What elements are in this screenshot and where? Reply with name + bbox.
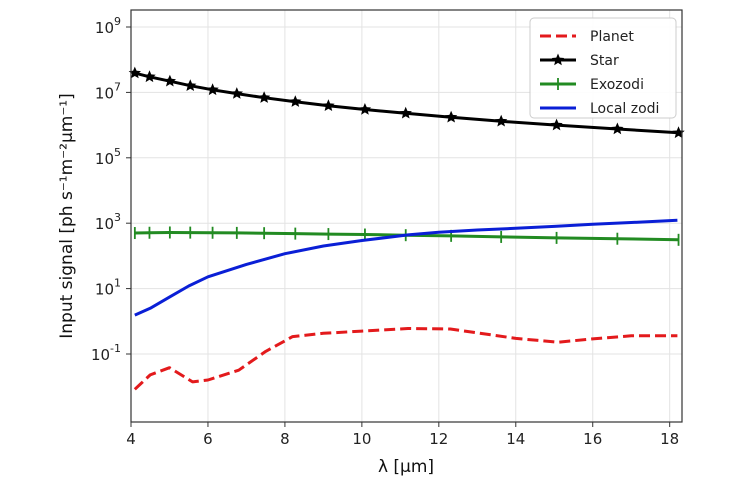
legend-label: Local zodi xyxy=(590,101,659,117)
x-tick-label: 16 xyxy=(583,430,602,448)
x-tick-label: 10 xyxy=(352,430,371,448)
star-marker xyxy=(322,99,335,111)
y-tick-base: 10 xyxy=(91,346,110,364)
star-marker xyxy=(163,74,176,87)
series-line xyxy=(134,231,679,242)
star-marker xyxy=(445,110,458,123)
star-marker xyxy=(399,106,412,119)
y-tick-exponent: 1 xyxy=(114,277,121,290)
star-marker xyxy=(128,66,141,79)
star-marker xyxy=(495,114,508,127)
legend-label: Exozodi xyxy=(590,77,644,93)
series-planet xyxy=(133,327,678,391)
star-marker xyxy=(289,95,302,107)
plot-frame xyxy=(130,9,683,423)
x-tick-label: 14 xyxy=(506,430,525,448)
star-marker xyxy=(258,91,271,103)
x-tick-label: 4 xyxy=(126,430,136,448)
y-tick-base: 10 xyxy=(95,19,114,37)
y-tick-label: 103 xyxy=(95,211,121,233)
series-star xyxy=(128,66,685,139)
star-marker xyxy=(184,79,197,91)
x-axis-label: λ [μm] xyxy=(378,457,434,477)
star-marker xyxy=(206,83,219,96)
star-marker xyxy=(143,70,156,83)
y-axis-label: Input signal [ph s⁻¹m⁻²μm⁻¹] xyxy=(57,93,77,339)
series-layer xyxy=(128,66,685,391)
series-line xyxy=(133,327,678,391)
y-tick-base: 10 xyxy=(95,84,114,102)
star-marker xyxy=(550,118,563,131)
legend: Planet Star Exozodi Local zodi xyxy=(529,17,677,119)
x-tick-label: 8 xyxy=(280,430,290,448)
star-marker xyxy=(358,103,372,115)
y-tick-label: 105 xyxy=(95,146,121,168)
y-tick-base: 10 xyxy=(95,281,114,299)
legend-label: Star xyxy=(590,53,619,69)
x-tick-label: 12 xyxy=(429,430,448,448)
x-tick-label: 6 xyxy=(203,430,213,448)
series-exozodi xyxy=(133,226,680,246)
grid xyxy=(130,10,682,422)
y-tick-base: 10 xyxy=(95,215,114,233)
x-tick-label: 18 xyxy=(660,430,679,448)
y-tick-exponent: -1 xyxy=(110,342,121,355)
y-tick-label: 107 xyxy=(95,80,121,102)
y-tick-label: 109 xyxy=(95,15,121,37)
star-marker xyxy=(611,122,624,135)
y-tick-label: 10-1 xyxy=(91,342,121,364)
y-tick-exponent: 7 xyxy=(114,80,121,93)
legend-label: Planet xyxy=(590,29,634,45)
series-line xyxy=(134,218,678,317)
y-tick-exponent: 9 xyxy=(114,15,121,28)
series-line xyxy=(134,71,679,135)
star-marker xyxy=(551,53,565,66)
star-marker xyxy=(230,87,243,99)
y-tick-base: 10 xyxy=(95,150,114,168)
star-marker xyxy=(672,126,685,139)
series-local-zodi xyxy=(134,218,678,317)
legend-box xyxy=(529,17,677,119)
y-tick-exponent: 5 xyxy=(114,146,121,159)
y-tick-exponent: 3 xyxy=(114,211,121,224)
y-tick-label: 101 xyxy=(95,277,121,299)
